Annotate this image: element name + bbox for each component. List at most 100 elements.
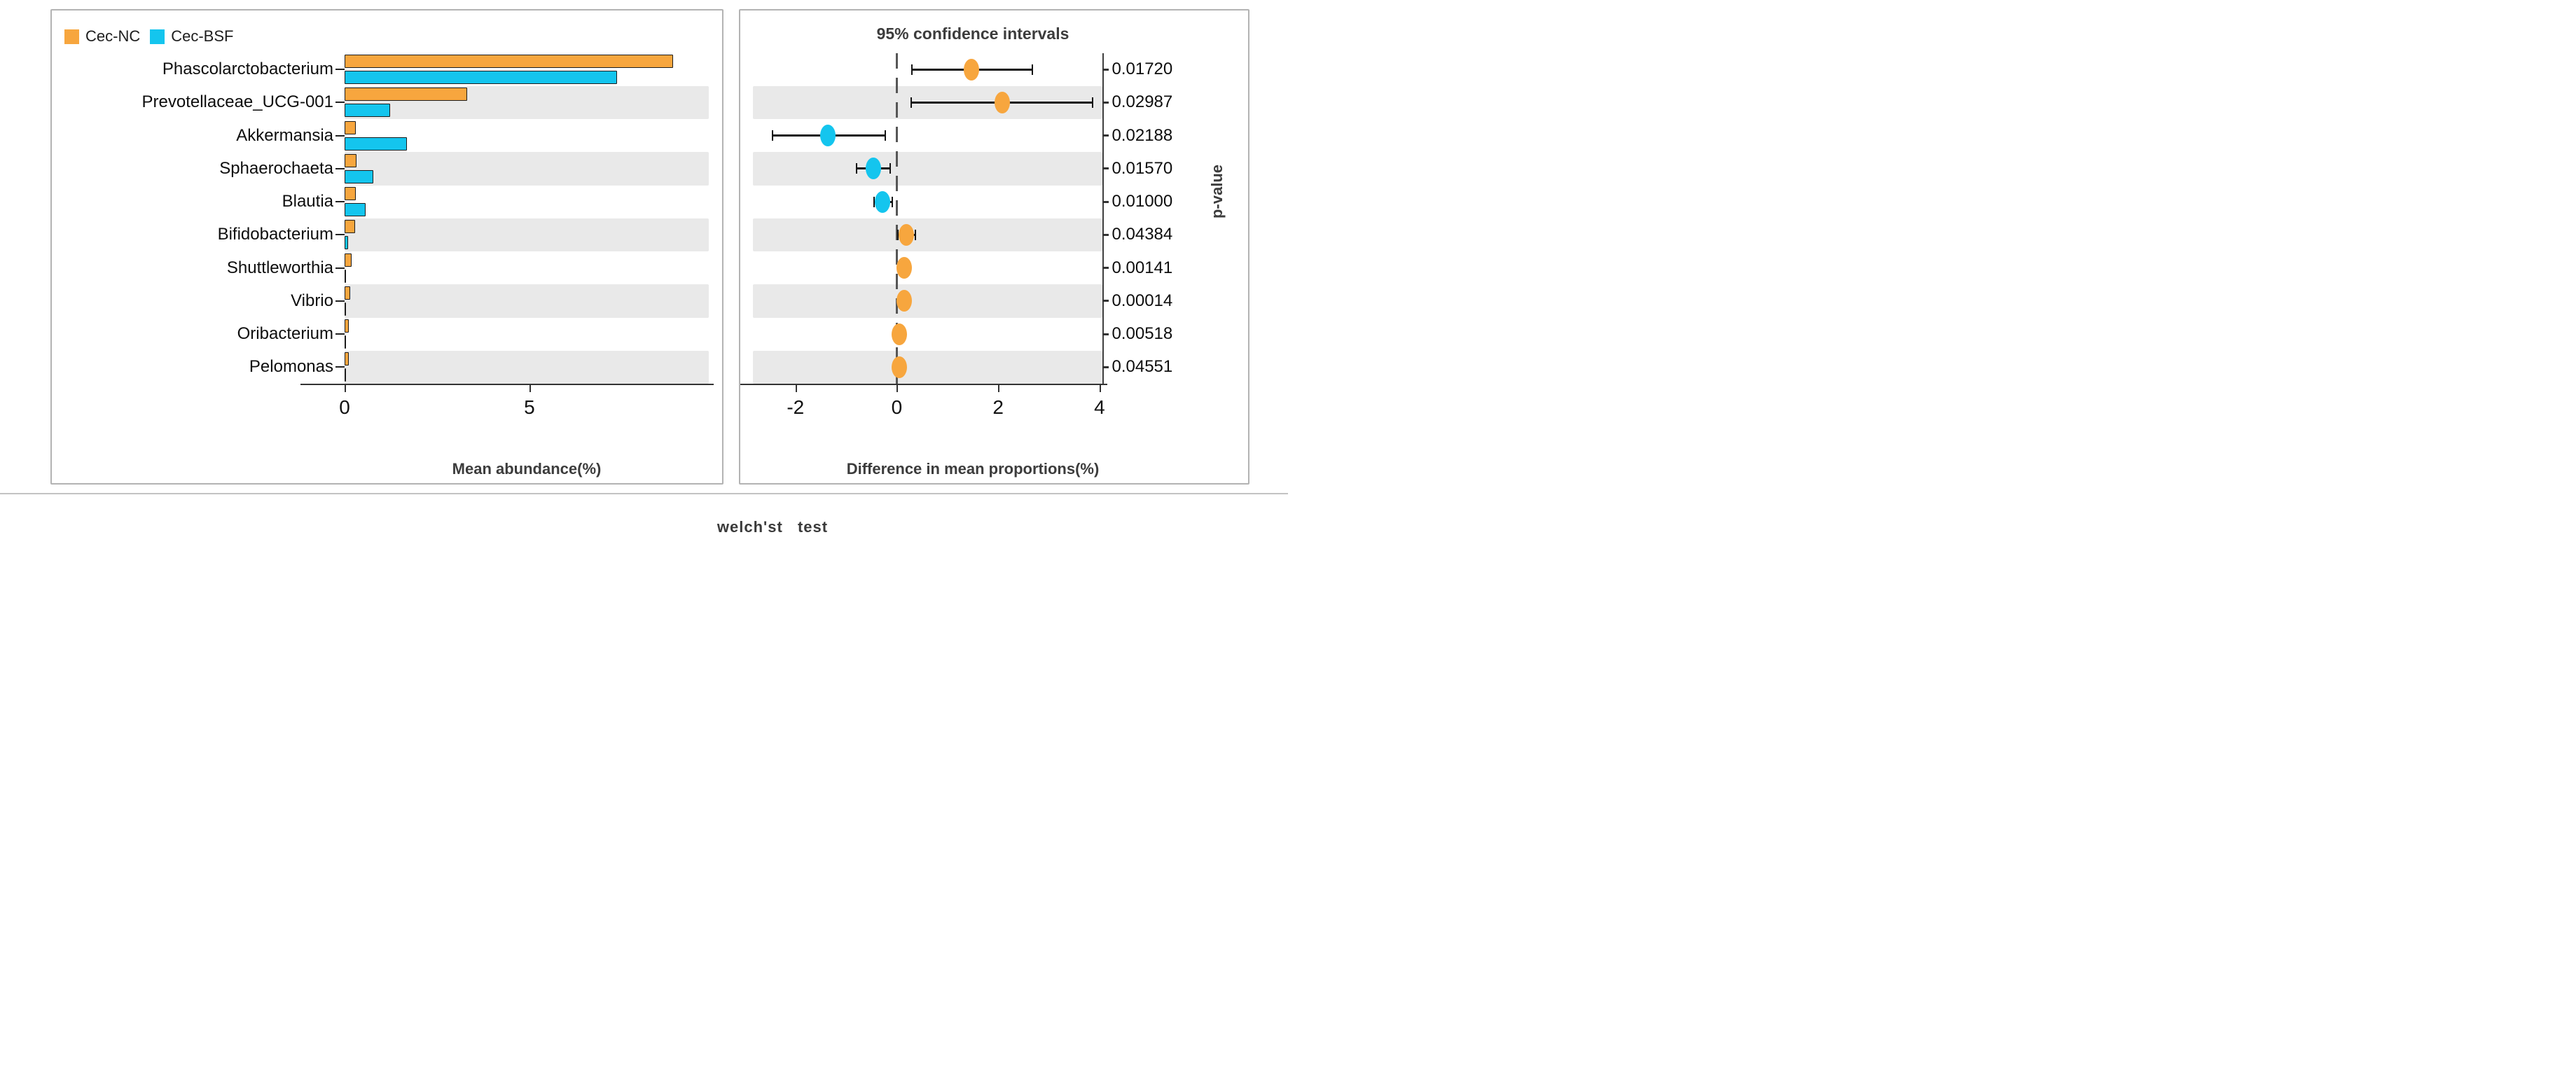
p-value-axis-title: p-value — [1208, 165, 1226, 219]
ci-lower-cap — [855, 163, 857, 174]
right-x-axis-title: Difference in mean proportions(%) — [846, 460, 1100, 478]
cec-bsf-bar — [345, 368, 347, 382]
legend-label-cec-nc: Cec-NC — [85, 27, 141, 45]
p-value-label: 0.04551 — [1112, 357, 1173, 377]
taxon-label: Sphaerochaeta — [219, 158, 333, 178]
cec-bsf-bar — [345, 203, 366, 217]
x-tick-mark — [795, 384, 797, 392]
ci-upper-cap — [914, 229, 916, 240]
x-tick-mark — [345, 384, 346, 392]
p-value-label: 0.01720 — [1112, 60, 1173, 79]
p-value-tick-mark — [1102, 267, 1109, 270]
p-value-label: 0.01570 — [1112, 158, 1173, 178]
cec-bsf-bar — [345, 335, 347, 349]
cec-bsf-bar — [345, 104, 390, 118]
taxon-label: Akkermansia — [236, 125, 333, 145]
x-tick-mark — [998, 384, 1000, 392]
p-value-label: 0.01000 — [1112, 192, 1173, 211]
taxon-axis-tick — [335, 201, 345, 203]
x-tick-label: 2 — [992, 396, 1004, 418]
right-panel-title: 95% confidence intervals — [876, 25, 1069, 43]
p-value-tick-mark — [1102, 200, 1109, 203]
taxon-axis-tick — [335, 267, 345, 269]
taxon-label: Prevotellaceae_UCG-001 — [141, 92, 333, 112]
ci-lower-cap — [873, 196, 875, 207]
p-value-label: 0.00014 — [1112, 291, 1173, 310]
p-value-label: 0.02188 — [1112, 125, 1173, 145]
p-value-tick-mark — [1102, 68, 1109, 71]
p-value-tick-mark — [1102, 366, 1109, 368]
p-value-axis-spine — [1102, 53, 1104, 384]
cec-nc-bar — [345, 55, 673, 69]
p-value-tick-mark — [1102, 101, 1109, 104]
ci-upper-cap — [884, 130, 886, 141]
left-x-axis-title: Mean abundance(%) — [452, 460, 602, 478]
taxon-label: Blautia — [282, 192, 333, 211]
x-tick-mark — [529, 384, 531, 392]
footer-separator-line — [0, 493, 1288, 494]
p-value-tick-mark — [1102, 134, 1109, 137]
cec-bsf-bar — [345, 169, 373, 183]
legend-item-cec-nc: Cec-NC — [64, 27, 140, 46]
taxon-label: Vibrio — [291, 291, 333, 310]
cec-nc-bar — [345, 253, 352, 267]
row-band — [345, 284, 709, 318]
cec-nc-bar — [345, 352, 349, 366]
mean-difference-dot — [898, 223, 914, 246]
cec-bsf-bar — [345, 71, 617, 85]
cec-nc-bar — [345, 187, 356, 201]
taxon-axis-tick — [335, 333, 345, 335]
x-tick-label: 5 — [524, 396, 535, 418]
p-value-label: 0.00141 — [1112, 258, 1173, 277]
row-band — [345, 152, 709, 186]
ci-upper-cap — [1032, 64, 1034, 75]
taxon-label: Bifidobacterium — [217, 225, 333, 244]
p-value-tick-mark — [1102, 233, 1109, 236]
cec-nc-color-swatch — [64, 29, 79, 44]
cec-nc-bar — [345, 153, 356, 167]
cec-bsf-bar — [345, 269, 346, 283]
mean-difference-dot — [866, 158, 882, 180]
taxon-axis-tick — [335, 167, 345, 169]
taxon-label: Shuttleworthia — [226, 258, 333, 277]
mean-difference-dot — [963, 58, 979, 81]
cec-nc-bar — [345, 319, 349, 333]
row-band — [753, 218, 1102, 251]
left-x-axis-line — [300, 384, 714, 385]
row-band — [345, 350, 709, 384]
row-band — [753, 152, 1102, 186]
confidence-interval-panel: 95% confidence intervals Difference in m… — [739, 9, 1249, 485]
taxon-axis-tick — [335, 69, 345, 71]
taxon-axis-tick — [335, 134, 345, 137]
mean-difference-dot — [820, 125, 836, 147]
legend-item-cec-bsf: Cec-BSF — [150, 27, 233, 46]
taxon-label: Phascolarctobacterium — [162, 60, 333, 79]
x-tick-mark — [1099, 384, 1101, 392]
row-band — [753, 284, 1102, 318]
test-name-caption: welch'st test — [716, 518, 829, 536]
ci-upper-cap — [1092, 97, 1094, 108]
x-tick-label: 4 — [1094, 396, 1105, 418]
row-band — [753, 350, 1102, 384]
p-value-label: 0.00518 — [1112, 324, 1173, 344]
cec-nc-bar — [345, 286, 351, 300]
cec-nc-bar — [345, 88, 467, 102]
mean-difference-dot — [892, 323, 908, 345]
ci-lower-cap — [911, 64, 913, 75]
legend-label-cec-bsf: Cec-BSF — [171, 27, 234, 45]
right-x-axis-line — [740, 384, 1107, 385]
mean-difference-dot — [896, 290, 912, 312]
mean-abundance-panel: Cec-NC Cec-BSF Mean abundance(%) Phascol… — [50, 9, 723, 485]
p-value-label: 0.04384 — [1112, 225, 1173, 244]
taxon-axis-tick — [335, 234, 345, 236]
taxon-label: Oribacterium — [237, 324, 333, 344]
taxon-axis-tick — [335, 366, 345, 368]
ci-lower-cap — [910, 97, 913, 108]
ci-lower-cap — [772, 130, 774, 141]
ci-upper-cap — [891, 196, 893, 207]
ci-upper-cap — [889, 163, 892, 174]
legend: Cec-NC Cec-BSF — [64, 27, 233, 46]
ci-lower-cap — [896, 229, 899, 240]
cec-bsf-color-swatch — [150, 29, 165, 44]
mean-difference-dot — [896, 257, 913, 279]
